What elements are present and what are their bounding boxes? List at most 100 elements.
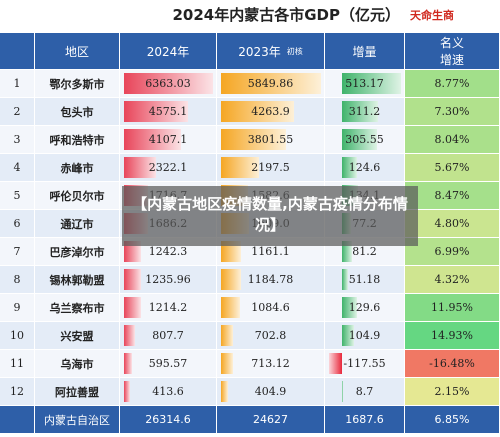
data-bar bbox=[221, 129, 286, 150]
text: 104.9 bbox=[348, 329, 381, 342]
data-bar bbox=[124, 325, 136, 346]
text: 6.99% bbox=[434, 245, 470, 258]
growth-cell: 2.15% bbox=[405, 378, 500, 406]
data-bar bbox=[124, 297, 141, 318]
text: 11.95% bbox=[431, 301, 473, 314]
growth-cell: 6.99% bbox=[405, 238, 500, 266]
text: 4263.9 bbox=[251, 105, 290, 118]
text: -16.48% bbox=[429, 357, 475, 370]
text: 11 bbox=[10, 357, 24, 370]
row-number: 5 bbox=[0, 182, 35, 210]
text: 713.12 bbox=[251, 357, 290, 370]
increase-cell: 311.2 bbox=[325, 98, 405, 126]
overlay-caption: 【内蒙古地区疫情数量,内蒙古疫情分布情况】 bbox=[122, 186, 418, 246]
data-bar bbox=[221, 297, 240, 318]
data-bar bbox=[124, 381, 130, 402]
increase-cell: 8.7 bbox=[325, 378, 405, 406]
region: 赤峰市 bbox=[35, 154, 120, 182]
growth-cell: 8.04% bbox=[405, 126, 500, 154]
data-bar bbox=[221, 269, 242, 290]
text: 1084.6 bbox=[251, 301, 290, 314]
text: 2 bbox=[13, 105, 21, 118]
text: 702.8 bbox=[254, 329, 287, 342]
growth-cell: 8.77% bbox=[405, 70, 500, 98]
increase-cell: 513.17 bbox=[325, 70, 405, 98]
text: 巴彦淖尔市 bbox=[49, 245, 105, 259]
text: 26314.6 bbox=[145, 413, 191, 426]
text: 乌海市 bbox=[60, 357, 94, 371]
data-bar bbox=[124, 241, 142, 262]
text: 14.93% bbox=[431, 329, 473, 342]
row-number: 7 bbox=[0, 238, 35, 266]
row-number: 9 bbox=[0, 294, 35, 322]
value-cell: 4575.1 bbox=[120, 98, 217, 126]
region: 包头市 bbox=[35, 98, 120, 126]
increase-cell: 104.9 bbox=[325, 322, 405, 350]
region: 呼伦贝尔市 bbox=[35, 182, 120, 210]
text: 81.2 bbox=[352, 245, 377, 258]
growth-cell: 8.47% bbox=[405, 182, 500, 210]
text: 2.15% bbox=[434, 385, 470, 398]
text: 6 bbox=[13, 217, 21, 230]
text: 呼伦贝尔市 bbox=[49, 189, 105, 203]
text: 7.30% bbox=[434, 105, 470, 118]
value-cell: 807.7 bbox=[120, 322, 217, 350]
text: 1235.96 bbox=[145, 273, 191, 286]
value-cell: 2197.5 bbox=[217, 154, 325, 182]
header-cell: 地区 bbox=[35, 33, 120, 70]
data-bar bbox=[221, 381, 228, 402]
region: 巴彦淖尔市 bbox=[35, 238, 120, 266]
value-cell: 1235.96 bbox=[120, 266, 217, 294]
text: 赤峰市 bbox=[60, 161, 94, 175]
value-cell: 4263.9 bbox=[217, 98, 325, 126]
header-cell: 2023年 初核 bbox=[217, 33, 325, 70]
value-cell: 595.57 bbox=[120, 350, 217, 378]
text: 2322.1 bbox=[148, 161, 188, 174]
data-bar bbox=[124, 353, 133, 374]
data-bar bbox=[221, 241, 241, 262]
row-number: 2 bbox=[0, 98, 35, 126]
header-text: 增量 bbox=[352, 44, 377, 59]
value-cell: 6363.03 bbox=[120, 70, 217, 98]
increase-cell: 129.6 bbox=[325, 294, 405, 322]
data-bar bbox=[342, 129, 378, 150]
row-number: 6 bbox=[0, 210, 35, 238]
growth-cell: -16.48% bbox=[405, 350, 500, 378]
text: 3 bbox=[13, 133, 21, 146]
text: 404.9 bbox=[254, 385, 287, 398]
text: 513.17 bbox=[345, 77, 384, 90]
text: 595.57 bbox=[148, 357, 188, 370]
text: 8.47% bbox=[434, 189, 470, 202]
text: 311.2 bbox=[348, 105, 381, 118]
text: 1184.78 bbox=[247, 273, 294, 286]
increase-cell: 305.55 bbox=[325, 126, 405, 154]
text: 5 bbox=[13, 189, 21, 202]
text: 7 bbox=[13, 245, 21, 258]
row-number: 11 bbox=[0, 350, 35, 378]
text: 8.7 bbox=[355, 385, 374, 398]
text: 2197.5 bbox=[251, 161, 290, 174]
value-cell: 413.6 bbox=[120, 378, 217, 406]
text: 6.85% bbox=[434, 413, 470, 426]
text: 8.77% bbox=[434, 77, 470, 90]
text: 5849.86 bbox=[247, 77, 294, 90]
value-cell: 713.12 bbox=[217, 350, 325, 378]
text: 12 bbox=[10, 385, 24, 398]
header-cell: 增量 bbox=[325, 33, 405, 70]
growth-cell: 11.95% bbox=[405, 294, 500, 322]
data-bar bbox=[342, 241, 352, 262]
growth-cell: 7.30% bbox=[405, 98, 500, 126]
header-text: 2024年 bbox=[146, 44, 190, 59]
data-bar bbox=[221, 325, 233, 346]
total-cell bbox=[0, 406, 35, 434]
total-cell: 内蒙古自治区 bbox=[35, 406, 120, 434]
text: 包头市 bbox=[60, 105, 94, 119]
text: 4107.1 bbox=[148, 133, 188, 146]
region: 呼和浩特市 bbox=[35, 126, 120, 154]
brand: 天命生商 bbox=[410, 9, 454, 22]
text: 鄂尔多斯市 bbox=[49, 77, 105, 91]
text: 1 bbox=[13, 77, 21, 90]
region: 乌海市 bbox=[35, 350, 120, 378]
header-cell bbox=[0, 33, 35, 70]
